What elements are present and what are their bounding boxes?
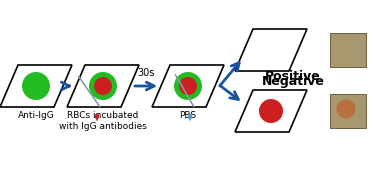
Polygon shape [152, 65, 224, 107]
Polygon shape [95, 117, 99, 122]
Circle shape [336, 100, 356, 119]
Circle shape [89, 72, 117, 100]
Text: Positive: Positive [265, 70, 321, 83]
Bar [330, 94, 366, 128]
Ellipse shape [95, 113, 99, 119]
Circle shape [22, 72, 50, 100]
Circle shape [174, 72, 202, 100]
Circle shape [259, 99, 283, 123]
Circle shape [94, 77, 112, 95]
Text: Anti-IgG: Anti-IgG [18, 111, 54, 120]
Circle shape [179, 77, 197, 95]
Polygon shape [67, 65, 139, 107]
Text: Negative: Negative [262, 74, 324, 87]
Polygon shape [235, 29, 307, 71]
Ellipse shape [188, 113, 192, 119]
Polygon shape [0, 65, 72, 107]
Bar [330, 33, 366, 67]
Polygon shape [235, 90, 307, 132]
Polygon shape [175, 74, 194, 107]
Polygon shape [78, 76, 100, 107]
Polygon shape [188, 117, 192, 122]
Text: PBS: PBS [180, 111, 197, 120]
Text: 30s: 30s [137, 68, 154, 78]
Text: RBCs incubated
with IgG antibodies: RBCs incubated with IgG antibodies [59, 111, 147, 131]
